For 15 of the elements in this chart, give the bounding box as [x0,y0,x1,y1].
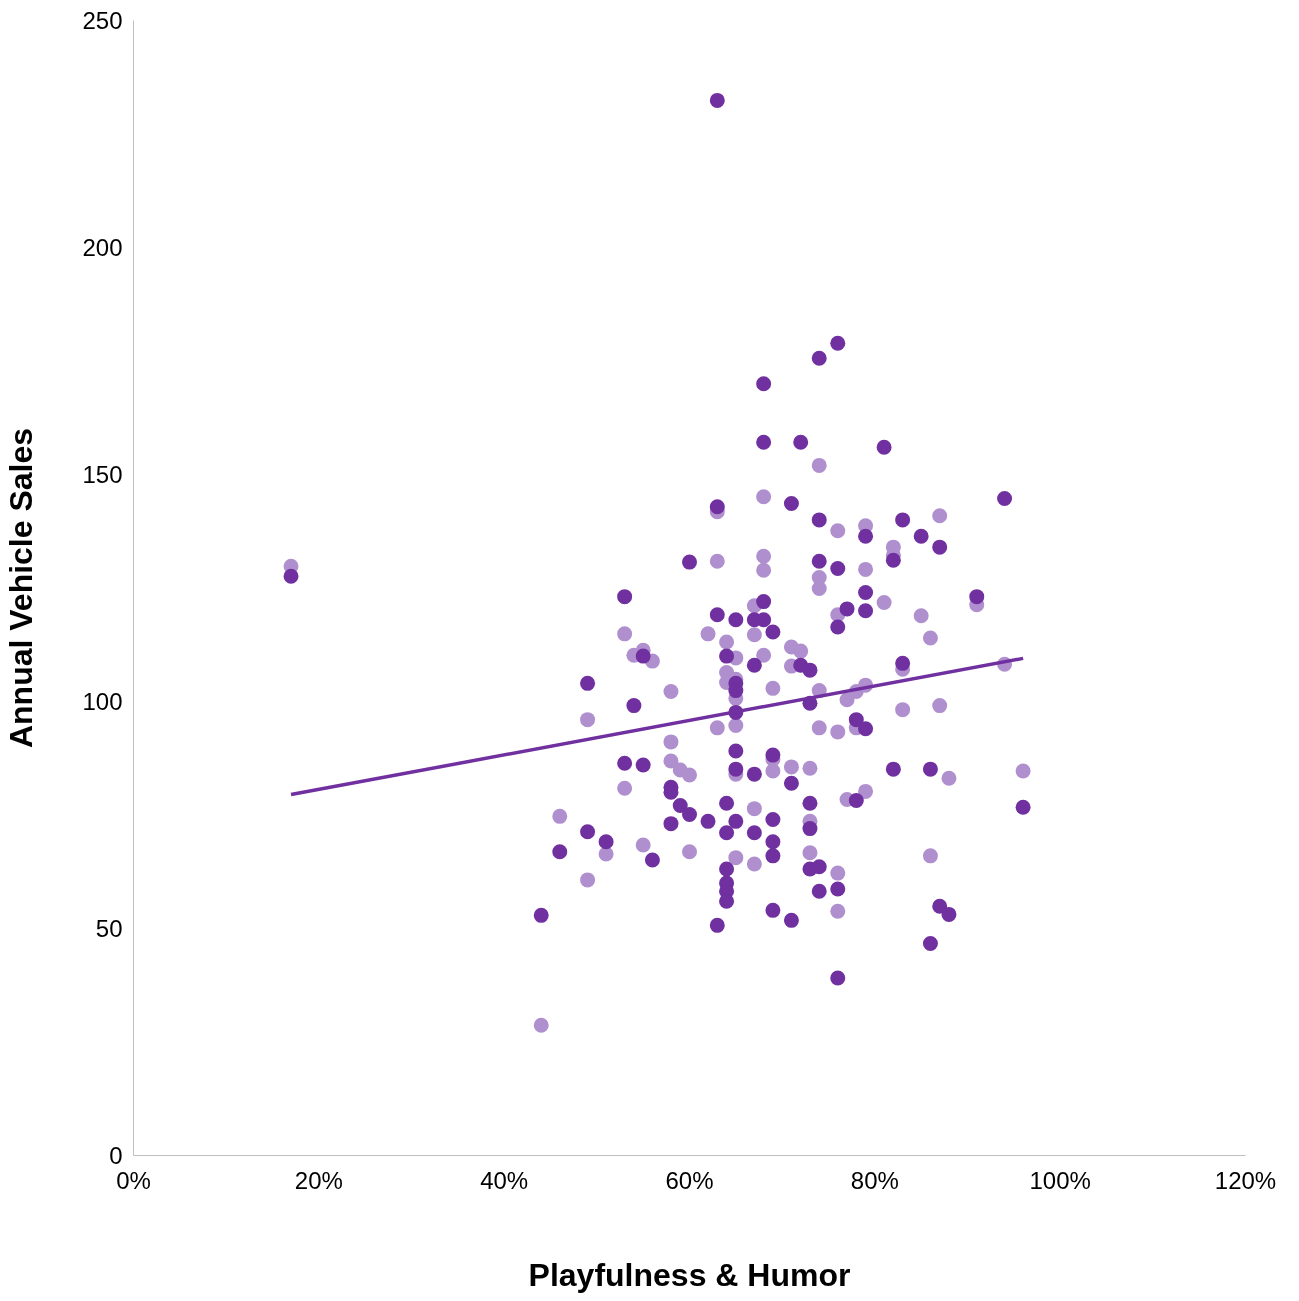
y-axis-title: Annual Vehicle Sales [3,427,40,749]
y-tick-label: 250 [82,7,123,34]
x-tick-label: 60% [665,1166,714,1194]
y-tick-label: 100 [82,688,123,715]
x-tick-label: 20% [294,1166,343,1194]
x-tick-label: 100% [1029,1166,1091,1194]
x-tick-label: 120% [1214,1166,1277,1194]
x-tick-label: 0% [116,1166,151,1194]
y-tick-label: 50 [95,915,123,942]
y-tick-label: 200 [82,234,123,261]
y-tick-label: 0 [109,1142,123,1169]
x-axis-title: Playfulness & Humor [528,1256,851,1293]
x-tick-label: 80% [850,1166,899,1194]
y-tick-label: 150 [82,461,123,488]
x-tick-label: 40% [480,1166,529,1194]
